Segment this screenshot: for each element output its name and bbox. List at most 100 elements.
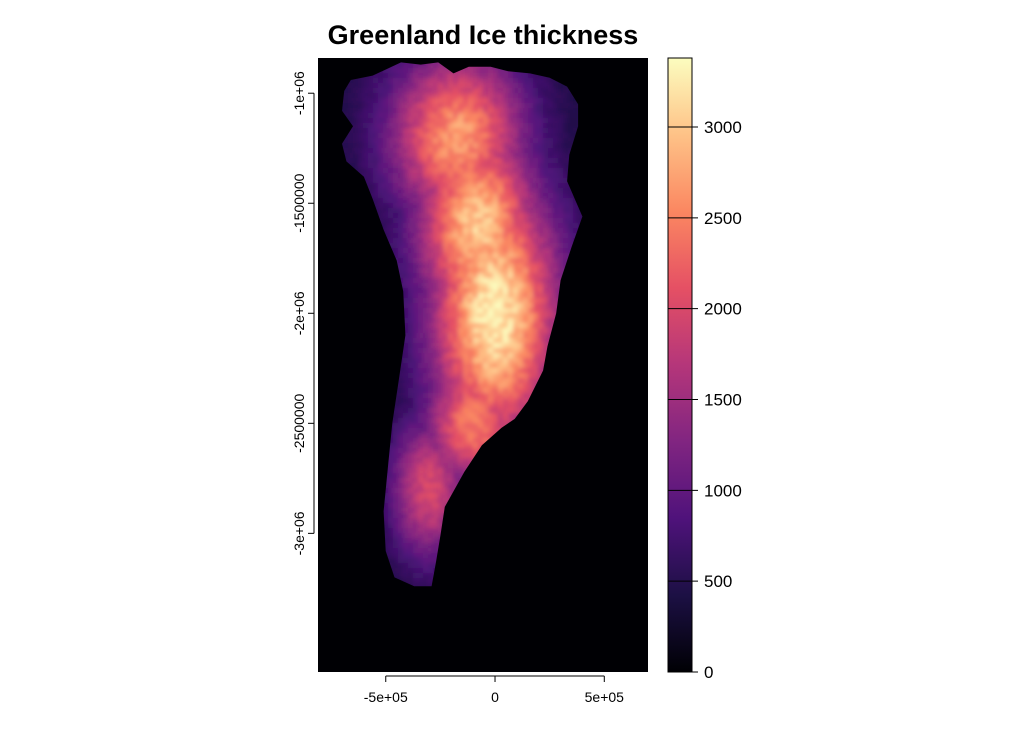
ice-cell [513, 208, 519, 214]
ice-cell [518, 253, 524, 259]
ice-cell [473, 83, 479, 89]
ice-cell [473, 248, 479, 254]
ice-cell [543, 148, 549, 154]
ice-cell [473, 418, 479, 424]
ice-cell [528, 388, 534, 394]
ice-cell [473, 328, 479, 334]
ice-cell [458, 373, 464, 379]
ice-cell [538, 283, 544, 289]
ice-cell [463, 183, 469, 189]
ice-cell [408, 398, 414, 404]
ice-cell [508, 413, 514, 419]
ice-cell [478, 173, 484, 179]
ice-cell [478, 298, 484, 304]
ice-cell [358, 148, 364, 154]
ice-cell [428, 418, 434, 424]
ice-cell [538, 128, 544, 134]
ice-cell [458, 343, 464, 349]
ice-cell [538, 273, 544, 279]
ice-cell [553, 163, 559, 169]
ice-cell [483, 113, 489, 119]
ice-cell [483, 318, 489, 324]
ice-cell [403, 188, 409, 194]
ice-cell [438, 278, 444, 284]
ice-cell [453, 268, 459, 274]
ice-cell [503, 238, 509, 244]
ice-cell [493, 398, 499, 404]
ice-cell [468, 293, 474, 299]
ice-cell [398, 378, 404, 384]
ice-cell [353, 153, 359, 159]
ice-cell [428, 178, 434, 184]
ice-cell [468, 108, 474, 114]
ice-cell [423, 278, 429, 284]
ice-cell [363, 103, 369, 109]
ice-cell [498, 328, 504, 334]
ice-cell [398, 103, 404, 109]
ice-cell [378, 218, 384, 224]
ice-cell [448, 103, 454, 109]
ice-cell [342, 108, 344, 114]
ice-cell [453, 338, 459, 344]
ice-cell [413, 328, 419, 334]
ice-cell [423, 303, 429, 309]
ice-cell [448, 263, 454, 269]
ice-cell [408, 108, 414, 114]
ice-cell [508, 338, 514, 344]
ice-cell [553, 228, 559, 234]
ice-cell [478, 253, 484, 259]
ice-cell [518, 73, 524, 79]
ice-cell [518, 138, 524, 144]
ice-cell [503, 388, 509, 394]
ice-cell [443, 343, 449, 349]
ice-cell [448, 173, 454, 179]
ice-cell [388, 83, 394, 89]
ice-cell [353, 88, 359, 94]
ice-cell [518, 123, 524, 129]
ice-cell [498, 203, 504, 209]
ice-cell [508, 238, 514, 244]
ice-cell [528, 353, 534, 359]
ice-cell [478, 328, 484, 334]
ice-cell [428, 203, 434, 209]
ice-cell [503, 413, 509, 419]
ice-cell [383, 148, 389, 154]
ice-cell [398, 188, 404, 194]
ice-cell [543, 313, 549, 319]
ice-cell [433, 213, 439, 219]
ice-cell [508, 208, 514, 214]
ice-cell [508, 148, 514, 154]
ice-cell [463, 173, 469, 179]
ice-cell [443, 303, 449, 309]
ice-cell [553, 268, 559, 274]
ice-cell [458, 333, 464, 339]
ice-cell [458, 163, 464, 169]
ice-cell [503, 318, 509, 324]
ice-cell [483, 333, 489, 339]
ice-cell [548, 258, 554, 264]
ice-cell [558, 273, 564, 279]
ice-cell [568, 108, 574, 114]
ice-cell [553, 103, 559, 109]
ice-cell [433, 348, 439, 354]
ice-cell [513, 248, 519, 254]
ice-cell [388, 183, 394, 189]
ice-cell [403, 198, 409, 204]
ice-cell [413, 163, 419, 169]
ice-cell [443, 258, 449, 264]
ice-cell [478, 208, 484, 214]
ice-cell [463, 373, 469, 379]
ice-cell [393, 88, 399, 94]
ice-cell [398, 388, 404, 394]
ice-cell [518, 353, 524, 359]
ice-cell [518, 83, 524, 89]
ice-cell [463, 388, 469, 394]
ice-cell [448, 248, 454, 254]
ice-cell [558, 253, 564, 259]
ice-cell [503, 173, 509, 179]
ice-cell [408, 278, 414, 284]
ice-cell [428, 218, 434, 224]
ice-cell [488, 333, 494, 339]
ice-cell [528, 203, 534, 209]
ice-cell [468, 103, 474, 109]
